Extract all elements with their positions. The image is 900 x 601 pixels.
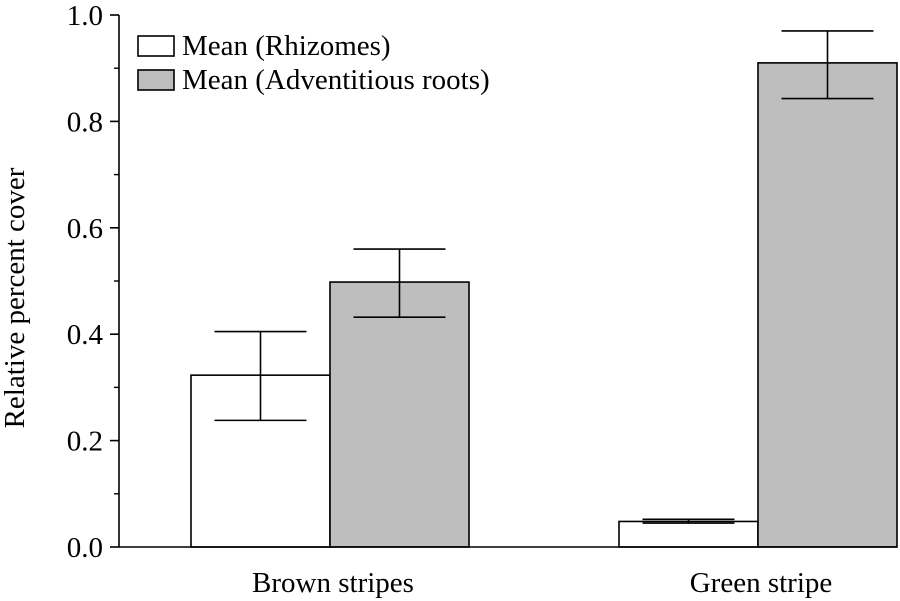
y-tick-label: 0.4 [67,319,104,351]
axes-layer: 0.0 0.2 0.4 0.6 0.8 1.0 Brown stripes Green str… [67,0,897,599]
y-axis-title: Relative percent cover [0,167,31,428]
legend-label-1: Mean (Adventitious roots) [182,64,490,96]
x-category-label: Brown stripes [252,567,414,599]
y-tick-label: 0.8 [67,106,103,138]
legend-label-0: Mean (Rhizomes) [182,30,391,62]
legend-swatch-0 [137,35,175,57]
x-category-label: Green stripe [690,567,833,599]
bar-0-1 [618,520,759,548]
bars-layer [190,62,898,548]
y-tick-label: 0.0 [67,532,103,564]
bar-1-1 [757,62,898,548]
legend: Mean (Rhizomes)Mean (Adventitious roots) [137,30,490,96]
y-tick-label: 1.0 [67,0,103,32]
bar-1-0 [329,281,470,548]
legend-swatch-1 [137,69,175,91]
y-tick-label: 0.2 [67,426,103,458]
y-tick-label: 0.6 [67,213,103,245]
error-bars-layer [214,30,874,524]
